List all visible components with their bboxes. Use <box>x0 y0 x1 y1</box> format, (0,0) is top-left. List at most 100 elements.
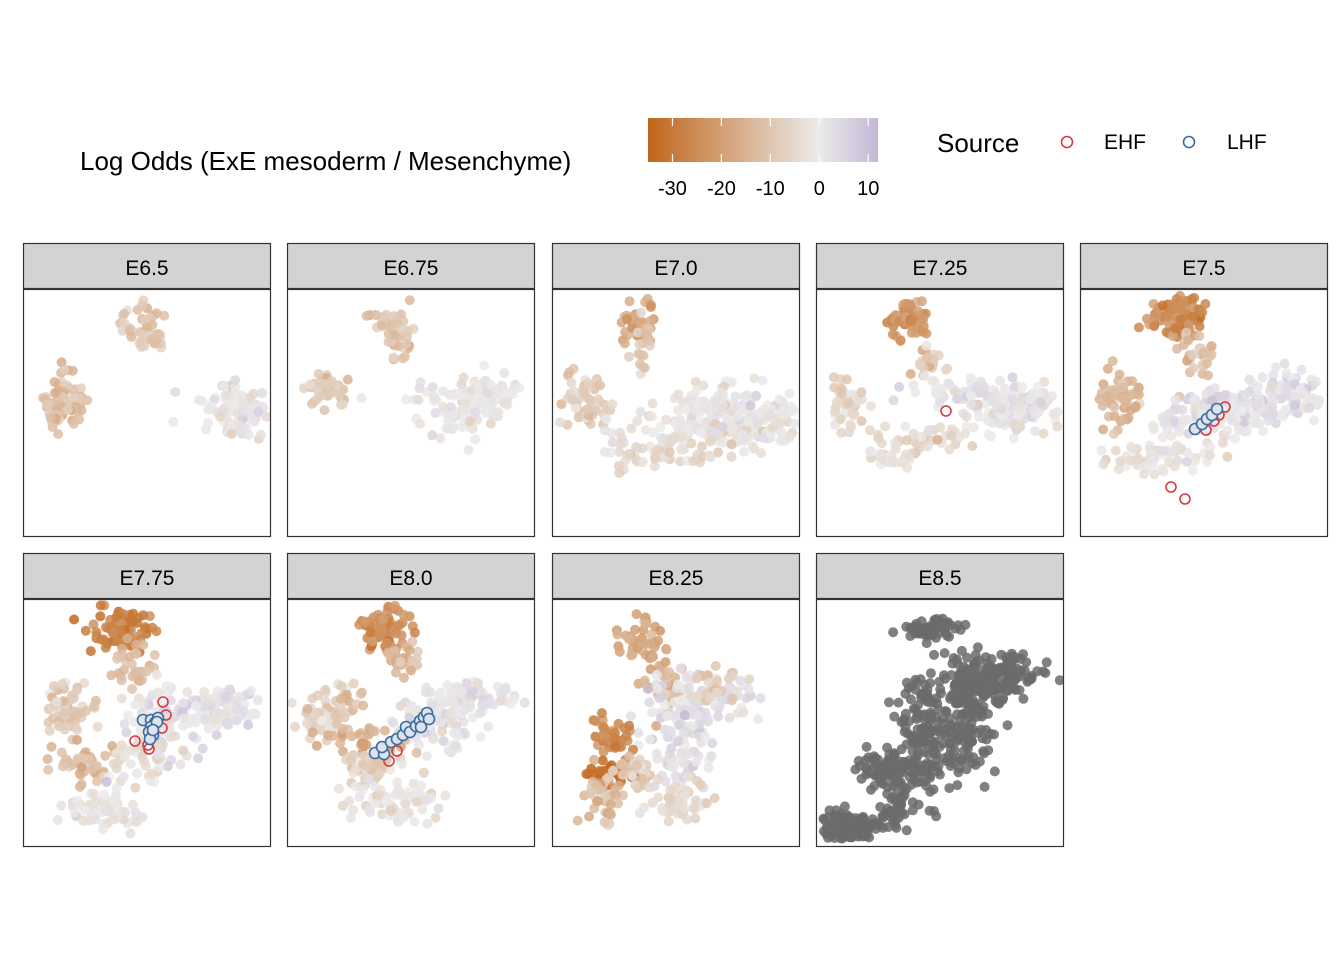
cell-point <box>648 651 659 662</box>
cell-point <box>918 314 929 325</box>
cell-point <box>670 803 681 814</box>
cell-point <box>691 757 702 767</box>
cell-point <box>361 739 372 750</box>
cell-point <box>412 646 423 657</box>
cell-point <box>479 360 490 371</box>
cell-point <box>979 382 990 392</box>
cell-point <box>1268 369 1279 380</box>
cell-point <box>634 808 645 819</box>
cell-point <box>896 797 906 808</box>
cell-point <box>921 340 932 351</box>
cell-point <box>1110 445 1121 456</box>
cell-point <box>409 627 420 638</box>
cell-point <box>1197 307 1208 318</box>
cell-point <box>287 697 297 708</box>
facet-border <box>286 598 536 848</box>
cell-point <box>972 706 983 717</box>
cell-point <box>313 369 324 379</box>
cell-point <box>922 352 933 363</box>
cell-point <box>665 784 676 795</box>
lhf-marker <box>146 723 160 737</box>
cell-point <box>76 405 87 416</box>
cell-point <box>979 781 990 792</box>
cell-point <box>485 418 496 429</box>
cell-point <box>922 692 933 703</box>
cell-point <box>1189 456 1200 467</box>
cell-point <box>774 394 785 405</box>
cell-point <box>940 673 951 684</box>
cell-point <box>932 434 943 445</box>
cell-point <box>567 395 578 405</box>
cell-point <box>634 339 645 350</box>
cell-point <box>732 686 743 697</box>
cell-point <box>422 818 433 829</box>
cell-point <box>1187 349 1198 360</box>
cell-point <box>159 310 170 321</box>
cell-point <box>978 746 989 757</box>
cell-point <box>647 398 658 409</box>
cell-point <box>861 741 872 752</box>
cell-point <box>121 727 132 738</box>
cell-point <box>693 691 704 701</box>
cell-point <box>237 390 248 401</box>
cell-point <box>953 767 964 778</box>
cell-point <box>624 351 634 362</box>
cell-point <box>929 649 939 660</box>
cell-point <box>198 701 209 712</box>
cell-point <box>230 375 241 386</box>
cell-point <box>113 609 123 620</box>
legend-label-ehf: EHF <box>1104 131 1146 154</box>
cell-point <box>152 687 163 698</box>
cell-point <box>359 750 370 761</box>
facet-label: E7.0 <box>654 257 697 280</box>
cell-point <box>823 812 834 823</box>
cell-point <box>856 813 866 824</box>
cell-point <box>896 717 907 727</box>
cell-point <box>689 802 700 813</box>
cell-point <box>923 425 934 435</box>
cell-point <box>255 429 266 440</box>
cell-point <box>661 643 671 654</box>
cell-point <box>58 761 68 772</box>
cell-point <box>660 700 670 710</box>
cell-point <box>161 681 172 692</box>
cell-point <box>1170 415 1180 426</box>
cell-point <box>705 436 716 447</box>
cell-point <box>231 715 242 726</box>
cell-point <box>617 790 628 801</box>
cell-point <box>302 717 313 728</box>
cell-point <box>139 756 150 767</box>
cell-point <box>43 764 54 775</box>
cell-point <box>118 771 129 782</box>
cell-point <box>916 296 927 307</box>
cell-point <box>383 649 394 660</box>
cell-point <box>56 800 67 811</box>
cell-point <box>125 828 136 839</box>
cell-point <box>983 429 994 440</box>
cell-point <box>211 713 222 724</box>
cell-point <box>470 434 481 445</box>
cell-point <box>614 646 625 657</box>
lhf-marker <box>1210 402 1224 416</box>
cell-point <box>681 404 691 415</box>
cell-point <box>717 421 727 432</box>
cell-point <box>68 418 79 429</box>
cell-point <box>1130 401 1141 412</box>
cell-point <box>475 732 486 742</box>
cell-point <box>100 642 111 653</box>
cell-point <box>654 693 665 704</box>
cell-point <box>449 728 459 738</box>
cell-point <box>519 697 530 708</box>
cell-point <box>691 385 702 396</box>
cell-point <box>1108 428 1119 439</box>
cell-point <box>652 683 663 694</box>
cell-point <box>910 704 921 715</box>
cell-point <box>597 755 608 766</box>
lhf-marker <box>414 720 428 734</box>
cell-point <box>1041 657 1052 668</box>
cell-point <box>166 715 176 725</box>
cell-point <box>117 325 128 336</box>
cell-point <box>1201 389 1212 399</box>
cell-point <box>940 364 951 375</box>
cell-point <box>1241 426 1252 437</box>
